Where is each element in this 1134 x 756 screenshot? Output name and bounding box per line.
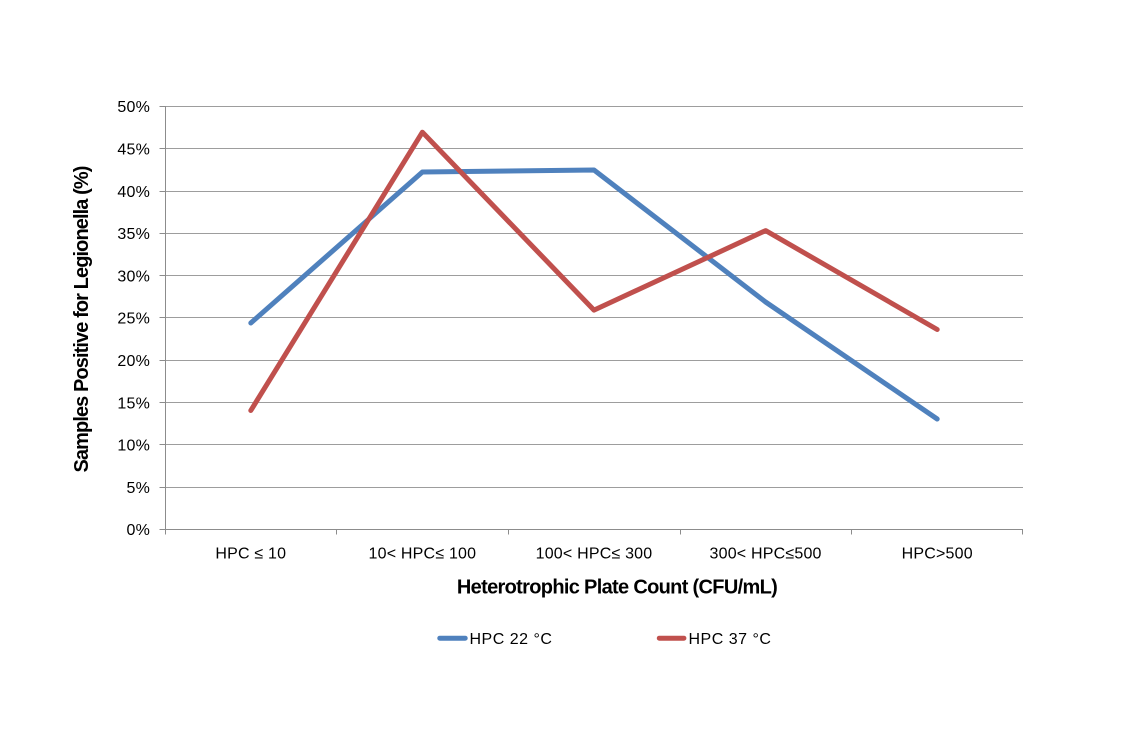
svg-text:25%: 25% [117,311,150,328]
svg-text:35%: 35% [117,226,150,243]
svg-text:10< HPC≤ 100: 10< HPC≤ 100 [369,546,477,563]
svg-text:0%: 0% [126,522,150,539]
svg-text:5%: 5% [126,480,150,497]
svg-text:HPC 37 °C: HPC 37 °C [689,631,772,648]
svg-text:HPC 22 °C: HPC 22 °C [470,631,553,648]
svg-text:100< HPC≤ 300: 100< HPC≤ 300 [536,546,653,563]
svg-text:15%: 15% [117,395,150,412]
svg-text:300< HPC≤500: 300< HPC≤500 [710,546,822,563]
svg-text:Samples Positive for Legionell: Samples Positive for Legionella (%) [71,166,93,472]
svg-text:10%: 10% [117,438,150,455]
svg-text:Heterotrophic Plate Count (CFU: Heterotrophic Plate Count (CFU/mL) [457,577,777,599]
svg-text:40%: 40% [117,184,150,201]
svg-text:30%: 30% [117,268,150,285]
svg-text:45%: 45% [117,142,150,159]
svg-text:20%: 20% [117,353,150,370]
svg-text:HPC>500: HPC>500 [902,546,973,563]
svg-text:50%: 50% [117,99,150,116]
svg-text:HPC ≤ 10: HPC ≤ 10 [215,546,286,563]
